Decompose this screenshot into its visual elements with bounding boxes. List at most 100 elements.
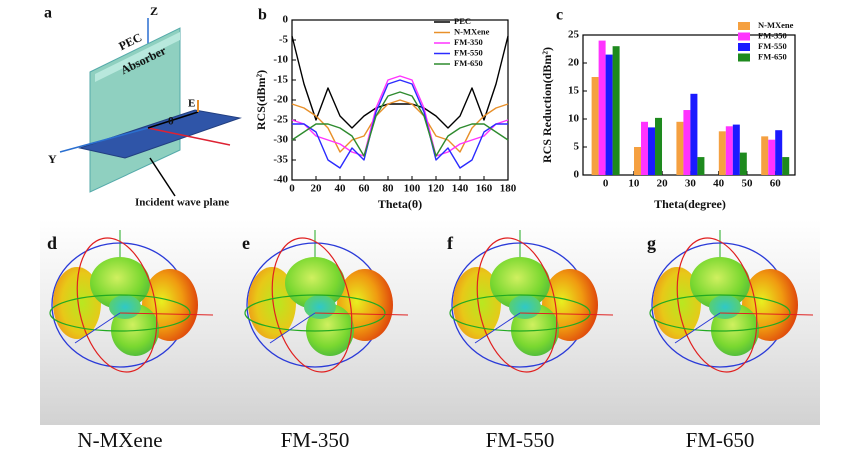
line xyxy=(291,35,509,129)
pec-plate xyxy=(95,32,180,82)
y-axis xyxy=(59,127,149,153)
x-tick-label: 100 xyxy=(404,183,421,195)
x-tick-label: 0 xyxy=(289,183,295,195)
bar xyxy=(739,152,747,175)
panel-label: c xyxy=(556,7,563,24)
x-tick-label: 30 xyxy=(685,178,697,190)
panel-label: f xyxy=(447,233,454,253)
bar xyxy=(648,127,656,175)
pattern-name: FM-550 xyxy=(486,428,555,452)
x-axis-label: Theta(θ) xyxy=(378,197,422,211)
y-tick-label: -15 xyxy=(273,74,288,86)
line xyxy=(292,79,508,169)
y-tick-label: -25 xyxy=(273,114,288,126)
legend-label: FM-350 xyxy=(454,37,483,47)
x-tick-label: 60 xyxy=(359,183,371,195)
y-tick-label: -40 xyxy=(273,174,288,186)
y-tick-label: -30 xyxy=(273,134,288,146)
orbit xyxy=(244,294,386,332)
x-tick-label: 20 xyxy=(657,178,669,190)
legend-label: FM-350 xyxy=(758,30,787,40)
line xyxy=(291,75,509,157)
bar xyxy=(655,117,663,175)
x-tick-label: 0 xyxy=(603,178,609,190)
x-axis xyxy=(147,127,231,146)
x-tick-label: 120 xyxy=(428,183,445,195)
panel-label: e xyxy=(242,233,250,253)
bar xyxy=(718,131,726,175)
pattern-name: N-MXene xyxy=(77,428,162,452)
axis xyxy=(269,312,316,344)
panel-label: g xyxy=(647,233,656,253)
incident-label: Incident wave plane xyxy=(135,197,229,209)
orbit xyxy=(49,294,191,332)
orbit xyxy=(449,294,591,332)
legend-swatch xyxy=(738,43,750,51)
x-tick-label: 10 xyxy=(628,178,640,190)
pattern: f FM-550 xyxy=(447,230,614,452)
panel-label: d xyxy=(47,233,57,253)
y-tick-label: 0 xyxy=(574,169,580,181)
y-axis-label: RCS Reduction(dBm²) xyxy=(540,47,554,163)
y-tick-label: -5 xyxy=(279,34,289,46)
legend-swatch xyxy=(738,32,750,41)
axis xyxy=(314,312,409,316)
bar xyxy=(634,147,642,175)
bar xyxy=(775,130,783,175)
bar xyxy=(683,110,691,175)
legend-label: FM-550 xyxy=(454,47,483,57)
lobe xyxy=(490,257,550,309)
bar xyxy=(598,40,606,175)
legend-label: FM-550 xyxy=(758,41,787,51)
core xyxy=(304,295,336,319)
lobe xyxy=(285,257,345,309)
bar xyxy=(591,77,599,175)
x-tick-label: 80 xyxy=(383,183,395,195)
y-tick-label: -10 xyxy=(273,54,288,66)
x-tick-label: 40 xyxy=(713,178,725,190)
core xyxy=(709,295,741,319)
y-tick-label: 25 xyxy=(568,29,580,41)
axis xyxy=(674,312,721,344)
x-tick-label: 20 xyxy=(311,183,323,195)
chart: b -40 -35 -30 -25 -20 -15 -10 -5 0 0 20 40 60 80 100 120… xyxy=(254,7,517,211)
core xyxy=(509,295,541,319)
bar xyxy=(697,157,705,175)
lobe xyxy=(90,257,150,309)
x-tick-label: 140 xyxy=(452,183,469,195)
bar xyxy=(690,93,698,175)
axis-label: Y xyxy=(48,152,57,166)
x-axis-label: Theta(degree) xyxy=(654,197,726,211)
pattern: d N-MXene xyxy=(47,230,214,452)
legend-label: PEC xyxy=(454,16,471,26)
pattern: e FM-350 xyxy=(242,230,409,452)
legend-label: N-MXene xyxy=(454,26,490,36)
pattern-name: FM-350 xyxy=(281,428,350,452)
bar xyxy=(732,124,740,175)
axis xyxy=(474,312,521,344)
axis xyxy=(74,312,121,344)
bar xyxy=(782,157,790,175)
lobe xyxy=(248,267,296,339)
line xyxy=(291,91,509,157)
bar xyxy=(768,139,776,175)
y-axis-label: RCS(dBm²) xyxy=(254,70,268,130)
legend-label: N-MXene xyxy=(758,20,794,30)
x-tick-label: 50 xyxy=(741,178,753,190)
axis xyxy=(119,312,214,316)
panel-label: a xyxy=(44,5,52,22)
x-tick-label: 40 xyxy=(335,183,347,195)
bar xyxy=(605,54,613,175)
y-tick-label: 5 xyxy=(574,141,580,153)
line xyxy=(291,99,509,153)
legend-label: FM-650 xyxy=(454,58,483,68)
y-tick-label: 20 xyxy=(568,57,580,69)
bar xyxy=(676,121,684,175)
lobe xyxy=(453,267,501,339)
incident-plane xyxy=(78,109,242,159)
axis-label: Z xyxy=(150,4,158,18)
lobe xyxy=(690,257,750,309)
chart: c 0 5 10 15 20 25 0 10 20 30 40 50 60 Theta(degree) RCS… xyxy=(540,7,796,211)
